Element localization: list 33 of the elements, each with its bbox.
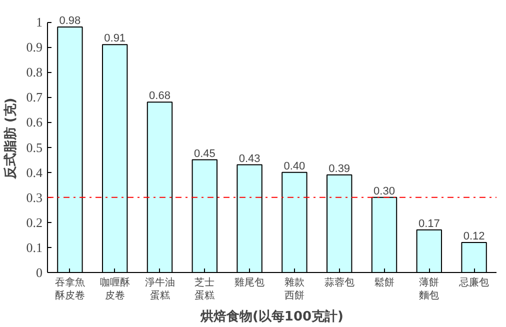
y-tick-label: 0.4	[26, 164, 43, 180]
y-tick-label: 0.2	[26, 214, 42, 230]
y-tick-label: 0.6	[26, 114, 43, 130]
x-tick-label: 薄餅麵包	[419, 276, 440, 302]
y-tick-label: 0.8	[26, 64, 42, 80]
data-label: 0.40	[284, 160, 306, 172]
x-tick-label: 吞拿魚酥皮卷	[54, 276, 85, 302]
data-label: 0.17	[418, 218, 440, 230]
y-tick-label: 0.1	[26, 240, 42, 255]
data-label: 0.45	[194, 148, 216, 160]
x-tick-label: 雞尾包	[234, 276, 265, 288]
data-label: 0.68	[149, 90, 170, 102]
x-tick-label: 雜款西餅	[284, 276, 304, 302]
x-tick-label: 芝士蛋糕	[194, 276, 215, 302]
y-tick-label: 0.3	[26, 190, 42, 205]
y-tick-label: 0	[36, 265, 42, 280]
data-label: 0.43	[238, 152, 260, 165]
data-label: 0.12	[463, 230, 485, 242]
y-tick-label: 1	[36, 14, 42, 30]
y-tick-label: 0.9	[26, 40, 42, 55]
y-tick-label: 0.7	[26, 90, 43, 105]
data-label: 0.30	[374, 185, 395, 198]
x-tick-label: 蒜蓉包	[324, 276, 354, 288]
data-label: 0.98	[59, 15, 81, 28]
y-axis-title: 反式脂肪 (克)	[2, 98, 18, 180]
data-label: 0.91	[104, 32, 126, 45]
x-tick-label: 忌廉包	[458, 276, 490, 288]
x-tick-label: 淨牛油蛋糕	[144, 276, 175, 302]
x-tick-label: 咖喱酥皮卷	[100, 276, 130, 302]
data-label: 0.39	[328, 162, 350, 175]
x-axis-title: 烘焙食物(以每100克計)	[199, 308, 344, 325]
x-tick-label: 鬆餅	[374, 276, 394, 288]
y-tick-label: 0.5	[26, 140, 42, 155]
